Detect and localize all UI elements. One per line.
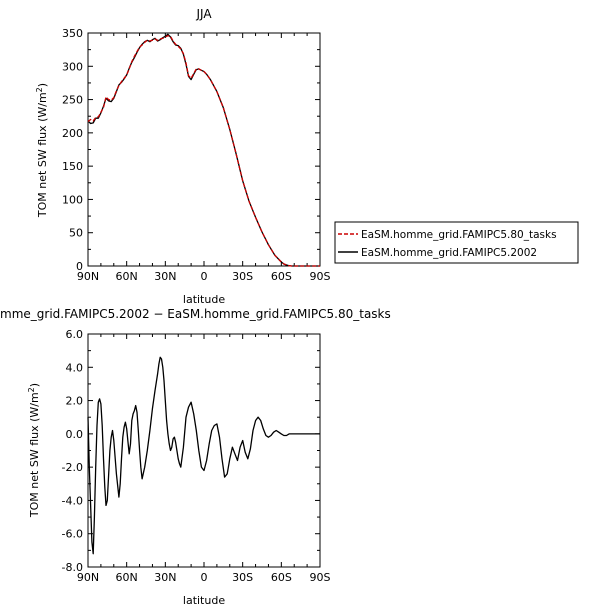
series-line-dashed-1 bbox=[87, 35, 320, 267]
x-tick-label: 90S bbox=[310, 571, 331, 584]
x-tick-label: 30S bbox=[232, 270, 253, 283]
legend-entry-2002: EaSM.homme_grid.FAMIPC5.2002 bbox=[361, 247, 537, 259]
y-tick-label: 250 bbox=[62, 94, 83, 107]
y-tick-label: -2.0 bbox=[62, 461, 83, 474]
x-tick-label: 60S bbox=[271, 270, 292, 283]
x-tick-label: 0 bbox=[201, 571, 208, 584]
top-chart-y-axis-label: TOM net SW flux (W/m2) bbox=[35, 83, 49, 218]
top-chart-title: JJA bbox=[195, 7, 212, 21]
x-tick-label: 90N bbox=[77, 571, 99, 584]
y-tick-label: 200 bbox=[62, 127, 83, 140]
y-tick-label: 2.0 bbox=[66, 395, 84, 408]
top-chart: JJA 90N 60N 30N 0 30S 60S 90S 0 50 100 150 200 250 30… bbox=[35, 7, 579, 306]
x-tick-label: 0 bbox=[201, 270, 208, 283]
top-chart-y-axis-label-sup: 2 bbox=[35, 87, 44, 92]
series-line-solid-0 bbox=[87, 33, 320, 267]
x-tick-label: 60N bbox=[116, 270, 138, 283]
top-chart-plot-area: 90N 60N 30N 0 30S 60S 90S 0 50 100 150 200 250 300 350 bbox=[62, 27, 331, 283]
plot-frame bbox=[87, 32, 321, 267]
bottom-chart-y-axis-label-sup: 2 bbox=[27, 387, 36, 392]
x-tick-label: 90S bbox=[310, 270, 331, 283]
top-chart-legend: EaSM.homme_grid.FAMIPC5.80_tasks EaSM.ho… bbox=[334, 221, 579, 264]
bottom-chart-plot-area: 90N 60N 30N 0 30S 60S 90S -8.0 -6.0 -4.0 -2.0 0.0 2.… bbox=[62, 328, 331, 584]
bottom-chart-y-axis-label-close: ) bbox=[28, 383, 41, 387]
bottom-chart: mme_grid.FAMIPC5.2002 − EaSM.homme_grid.… bbox=[0, 307, 391, 607]
series-line-solid-0 bbox=[87, 356, 320, 555]
y-tick-label: -4.0 bbox=[62, 494, 83, 507]
x-tick-label: 60S bbox=[271, 571, 292, 584]
top-chart-y-axis-label-main: TOM net SW flux (W/m bbox=[36, 92, 49, 218]
bottom-chart-title: mme_grid.FAMIPC5.2002 − EaSM.homme_grid.… bbox=[0, 307, 391, 321]
x-tick-label: 30N bbox=[154, 571, 176, 584]
top-chart-x-axis-label: latitude bbox=[183, 293, 225, 306]
y-tick-label: 0.0 bbox=[66, 428, 84, 441]
plot-frame bbox=[87, 333, 321, 568]
y-tick-label: -6.0 bbox=[62, 528, 83, 541]
bottom-chart-y-axis-label-main: TOM net SW flux (W/m bbox=[28, 392, 41, 518]
y-tick-label: 100 bbox=[62, 193, 83, 206]
y-tick-label: 150 bbox=[62, 160, 83, 173]
y-tick-label: 6.0 bbox=[66, 328, 84, 341]
bottom-chart-x-axis-label: latitude bbox=[183, 594, 225, 607]
x-tick-label: 30N bbox=[154, 270, 176, 283]
legend-box bbox=[334, 221, 579, 264]
y-tick-label: -8.0 bbox=[62, 561, 83, 574]
y-tick-label: 350 bbox=[62, 27, 83, 40]
y-tick-label: 4.0 bbox=[66, 361, 84, 374]
x-tick-label: 30S bbox=[232, 571, 253, 584]
y-tick-label: 0 bbox=[76, 260, 83, 273]
x-tick-label: 60N bbox=[116, 571, 138, 584]
legend-entry-80-tasks: EaSM.homme_grid.FAMIPC5.80_tasks bbox=[361, 229, 557, 241]
y-tick-label: 50 bbox=[69, 227, 83, 240]
top-chart-y-axis-label-close: ) bbox=[36, 83, 49, 87]
y-tick-label: 300 bbox=[62, 60, 83, 73]
x-tick-label: 90N bbox=[77, 270, 99, 283]
bottom-chart-y-axis-label: TOM net SW flux (W/m2) bbox=[27, 383, 41, 518]
